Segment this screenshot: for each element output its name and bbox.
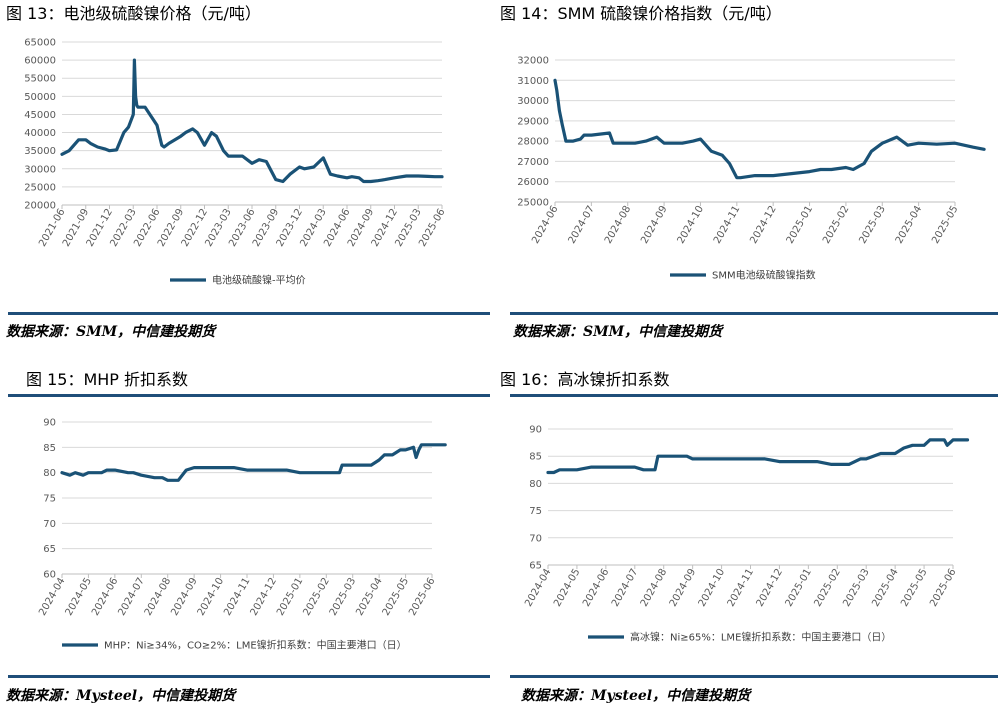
chart-14: 25000 26000 27000 28000 29000 30000 31000 32000… [517, 56, 986, 282]
y-tick-label: 85 [43, 443, 56, 454]
y-tick-label: 30000 [24, 164, 56, 175]
y-tick-label: 20000 [24, 201, 56, 212]
x-tick-label: 2024-06 [530, 204, 560, 246]
y-tick-label: 65 [529, 561, 542, 572]
figure-15-source: 数据来源：Mysteel，中信建投期货 [6, 688, 236, 704]
y-tick-label: 60 [43, 570, 56, 581]
x-tick-label: 2024-04 [523, 567, 553, 609]
x-tick-label: 2025-05 [930, 204, 960, 246]
x-tick-label: 2024-11 [726, 567, 756, 609]
y-tick-label: 65000 [24, 38, 56, 49]
x-tick-label: 2025-03 [841, 567, 871, 609]
x-tick-label: 2024-07 [610, 567, 640, 609]
y-tick-label: 45000 [24, 110, 56, 121]
figure-13-rule [8, 312, 490, 315]
figure-14-source: 数据来源：SMM，中信建投期货 [513, 324, 723, 340]
figure-13-title: 图 13：电池级硫酸镍价格（元/吨） [6, 4, 261, 23]
series-line [60, 443, 447, 482]
legend-label: SMM电池级硫酸镍指数 [712, 269, 816, 282]
x-tick-label: 2024-08 [639, 567, 669, 609]
figure-15-rule [8, 675, 490, 678]
y-tick-label: 60000 [24, 56, 56, 67]
chart-15: 606570758085902024-042024-052024-062024-… [37, 418, 447, 652]
y-tick-label: 70 [43, 519, 56, 530]
figure-16-top-rule [510, 394, 998, 397]
series-line [553, 78, 986, 180]
y-tick-label: 85 [529, 452, 542, 463]
legend-label: 高冰镍：Ni≥65%：LME镍折扣系数：中国主要港口（日） [630, 631, 891, 644]
y-tick-label: 28000 [517, 137, 549, 148]
figure-14-title: 图 14：SMM 硫酸镍价格指数（元/吨） [500, 4, 782, 23]
figure-16-title: 图 16：高冰镍折扣系数 [500, 370, 670, 389]
x-tick-label: 2025-05 [899, 567, 929, 609]
x-tick-label: 2025-06 [407, 576, 437, 618]
x-tick-label: 2024-10 [676, 204, 706, 246]
x-tick-label: 2025-04 [894, 204, 924, 246]
y-tick-label: 65 [43, 544, 56, 555]
figure-13-source: 数据来源：SMM，中信建投期货 [6, 324, 216, 340]
figure-16-source: 数据来源：Mysteel，中信建投期货 [521, 688, 751, 704]
x-tick-label: 2025-02 [821, 204, 851, 246]
figure-16-rule [510, 675, 998, 678]
y-tick-label: 25000 [24, 182, 56, 193]
y-tick-label: 80 [529, 479, 542, 490]
y-tick-label: 70 [529, 533, 542, 544]
x-tick-label: 2025-01 [785, 204, 815, 246]
x-tick-label: 2024-12 [755, 567, 785, 609]
legend-label: MHP：Ni≥34%，CO≥2%：LME镍折扣系数：中国主要港口（日） [104, 639, 407, 652]
y-tick-label: 80 [43, 468, 56, 479]
y-tick-label: 50000 [24, 92, 56, 103]
y-tick-label: 25000 [517, 198, 549, 209]
x-tick-label: 2025-04 [870, 567, 900, 609]
x-tick-label: 2025-03 [857, 204, 887, 246]
x-tick-label: 2024-06 [581, 567, 611, 609]
y-tick-label: 27000 [517, 157, 549, 168]
x-tick-label: 2025-06 [928, 567, 958, 609]
figure-15-title: 图 15：MHP 折扣系数 [26, 370, 189, 389]
x-tick-label: 2024-12 [748, 204, 778, 246]
chart-13: 20000 25000 30000 35000 40000 45000 50000 55000… [24, 38, 447, 287]
y-tick-label: 40000 [24, 128, 56, 139]
x-tick-label: 2024-09 [639, 204, 669, 246]
x-tick-label: 2024-08 [603, 204, 633, 246]
y-tick-label: 75 [43, 494, 56, 505]
y-tick-label: 32000 [517, 56, 549, 67]
x-tick-label: 2024-07 [567, 204, 597, 246]
x-tick-label: 2024-05 [552, 567, 582, 609]
x-tick-label: 2024-11 [712, 204, 742, 246]
figure-15-top-rule [8, 394, 490, 397]
y-tick-label: 35000 [24, 146, 56, 157]
legend-label: 电池级硫酸镍-平均价 [212, 274, 306, 287]
y-tick-label: 90 [529, 425, 542, 436]
x-tick-label: 2025-02 [812, 567, 842, 609]
y-tick-label: 75 [529, 506, 542, 517]
series-line [60, 58, 444, 184]
y-tick-label: 26000 [517, 177, 549, 188]
chart-16: 65 70 75 80 85 90 2024-042024-052024-062024-07… [523, 425, 970, 644]
x-tick-label: 2025-01 [784, 567, 814, 609]
x-tick-label: 2024-09 [668, 567, 698, 609]
figure-14-rule [510, 312, 998, 315]
x-tick-label: 2024-10 [697, 567, 727, 609]
y-tick-label: 31000 [517, 76, 549, 87]
y-tick-label: 55000 [24, 74, 56, 85]
y-tick-label: 30000 [517, 96, 549, 107]
y-tick-label: 90 [43, 418, 56, 429]
y-tick-label: 29000 [517, 116, 549, 127]
series-line [546, 438, 970, 475]
